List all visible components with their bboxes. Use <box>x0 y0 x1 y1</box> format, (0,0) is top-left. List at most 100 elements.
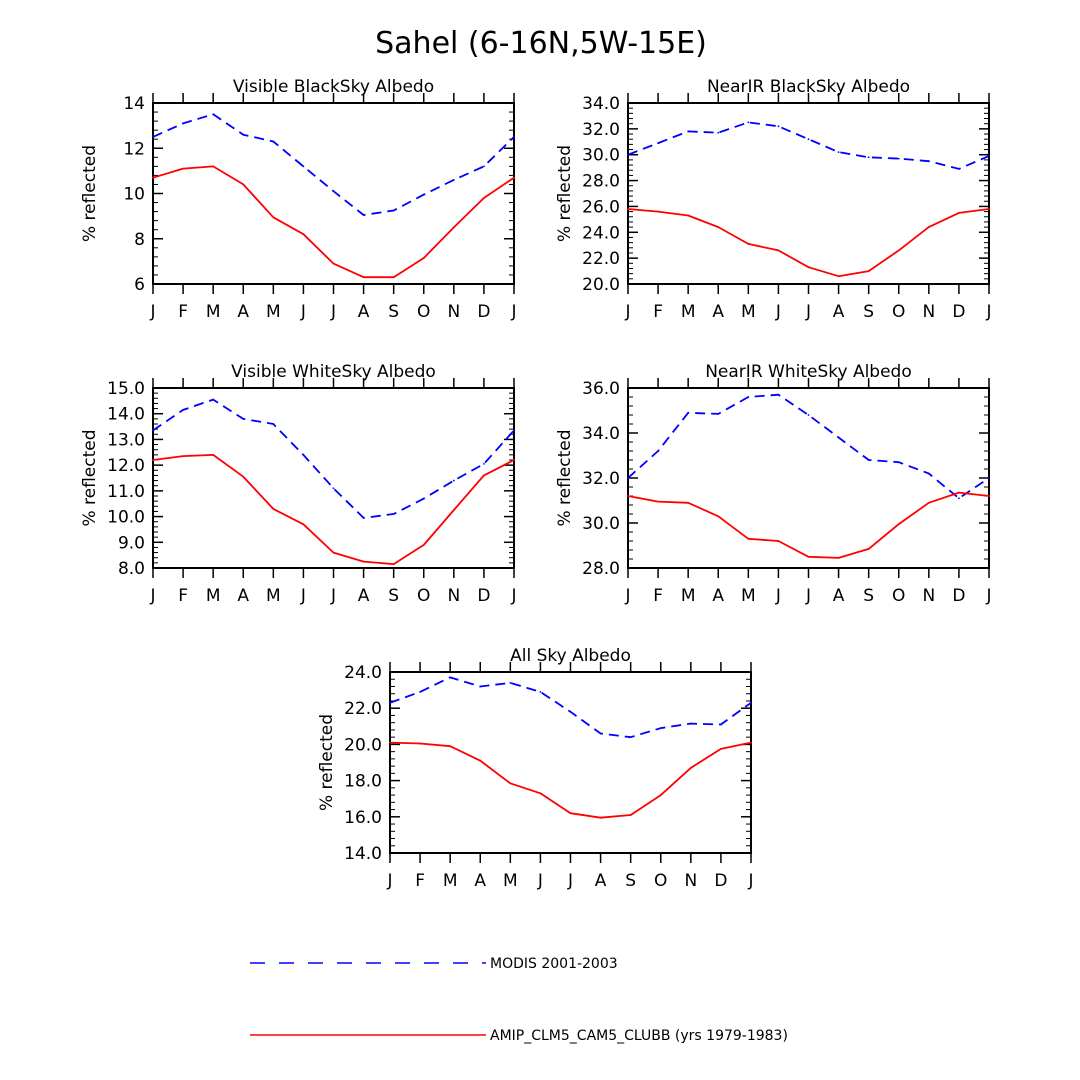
x-tick-label: S <box>388 302 399 322</box>
y-tick-label: 22.0 <box>582 249 620 269</box>
data-point-model <box>958 211 960 214</box>
data-point-model <box>627 208 629 210</box>
data-point-modis <box>242 417 245 420</box>
panel-title: All Sky Albedo <box>510 646 631 666</box>
x-tick-label: N <box>684 871 697 891</box>
data-point-modis <box>513 136 515 138</box>
y-tick-label: 32.0 <box>582 120 620 140</box>
x-tick-label: D <box>952 586 965 606</box>
x-tick-label: O <box>892 302 905 322</box>
data-point-modis <box>182 408 184 411</box>
series-line-modis <box>627 393 990 500</box>
y-tick-label: 9.0 <box>118 533 145 553</box>
data-point-model <box>212 165 215 168</box>
data-point-modis <box>362 214 365 216</box>
data-point-model <box>392 276 395 279</box>
x-tick-label: J <box>775 586 781 606</box>
data-point-modis <box>777 125 780 128</box>
data-point-model <box>332 551 335 554</box>
x-tick-label: S <box>388 586 399 606</box>
data-point-modis <box>182 122 184 125</box>
y-tick-label: 30.0 <box>582 514 620 534</box>
y-tick-label: 16.0 <box>344 808 382 828</box>
x-tick-label: J <box>985 586 991 606</box>
x-tick-label: J <box>567 871 573 891</box>
y-tick-label: 30.0 <box>582 146 620 166</box>
data-point-model <box>958 491 960 494</box>
data-point-modis <box>452 179 455 181</box>
data-point-model <box>242 183 245 186</box>
legend-model-label: AMIP_CLM5_CAM5_CLUBB (yrs 1979-1983) <box>490 1028 788 1044</box>
data-point-modis <box>750 701 752 704</box>
data-point-model <box>302 523 305 526</box>
data-point-model <box>750 741 752 744</box>
data-point-modis <box>452 479 455 482</box>
data-point-model <box>389 741 391 744</box>
data-point-model <box>152 176 154 179</box>
x-tick-label: F <box>653 302 663 322</box>
x-tick-label: M <box>741 302 756 322</box>
x-tick-label: F <box>415 871 425 891</box>
data-point-model <box>242 475 245 478</box>
data-point-modis <box>687 411 690 414</box>
x-tick-label: D <box>477 302 490 322</box>
x-tick-label: O <box>892 586 905 606</box>
data-point-modis <box>242 133 245 136</box>
y-tick-label: 24.0 <box>582 223 620 243</box>
x-tick-label: O <box>417 302 430 322</box>
data-point-modis <box>777 393 780 396</box>
y-tick-label: 12.0 <box>107 456 145 476</box>
data-point-model <box>629 814 632 816</box>
x-tick-label: J <box>300 586 306 606</box>
legend-modis-label: MODIS 2001-2003 <box>490 956 618 972</box>
figure-title: Sahel (6-16N,5W-15E) <box>375 26 707 61</box>
data-point-modis <box>627 477 629 479</box>
data-point-model <box>747 243 750 245</box>
data-point-model <box>657 500 659 503</box>
data-point-model <box>599 816 602 819</box>
y-tick-label: 26.0 <box>582 197 620 217</box>
data-point-modis <box>389 701 391 704</box>
data-point-model <box>657 210 659 213</box>
data-point-model <box>452 226 455 229</box>
data-point-modis <box>837 151 840 154</box>
data-point-modis <box>720 723 722 726</box>
y-axis-label: % reflected <box>80 145 100 242</box>
data-point-model <box>539 792 542 795</box>
data-point-modis <box>483 462 485 465</box>
data-point-modis <box>332 487 335 490</box>
y-tick-label: 34.0 <box>582 424 620 444</box>
x-tick-label: M <box>266 586 281 606</box>
data-point-modis <box>867 459 870 461</box>
y-tick-label: 10.0 <box>107 508 145 528</box>
y-tick-label: 28.0 <box>582 559 620 579</box>
x-tick-label: J <box>300 302 306 322</box>
x-tick-label: J <box>149 302 155 322</box>
data-point-modis <box>717 131 720 134</box>
x-tick-label: J <box>624 586 630 606</box>
data-point-modis <box>422 193 425 196</box>
y-tick-label: 28.0 <box>582 172 620 192</box>
y-tick-label: 11.0 <box>107 482 145 502</box>
x-tick-label: J <box>510 302 516 322</box>
y-tick-label: 32.0 <box>582 469 620 489</box>
data-point-model <box>509 782 512 785</box>
data-point-modis <box>689 722 692 725</box>
x-tick-label: A <box>474 871 486 891</box>
data-point-model <box>687 501 690 504</box>
data-point-model <box>867 270 870 272</box>
data-point-model <box>212 453 215 456</box>
x-tick-label: S <box>863 586 874 606</box>
x-tick-label: J <box>386 871 392 891</box>
x-tick-label: M <box>206 302 221 322</box>
data-point-modis <box>302 165 305 168</box>
x-tick-label: A <box>358 586 370 606</box>
series-line-model <box>627 491 990 559</box>
data-point-model <box>569 812 572 815</box>
data-point-modis <box>272 423 275 425</box>
data-point-modis <box>867 156 870 159</box>
data-point-model <box>182 167 184 170</box>
y-tick-label: 15.0 <box>107 379 145 399</box>
data-point-model <box>362 560 365 563</box>
